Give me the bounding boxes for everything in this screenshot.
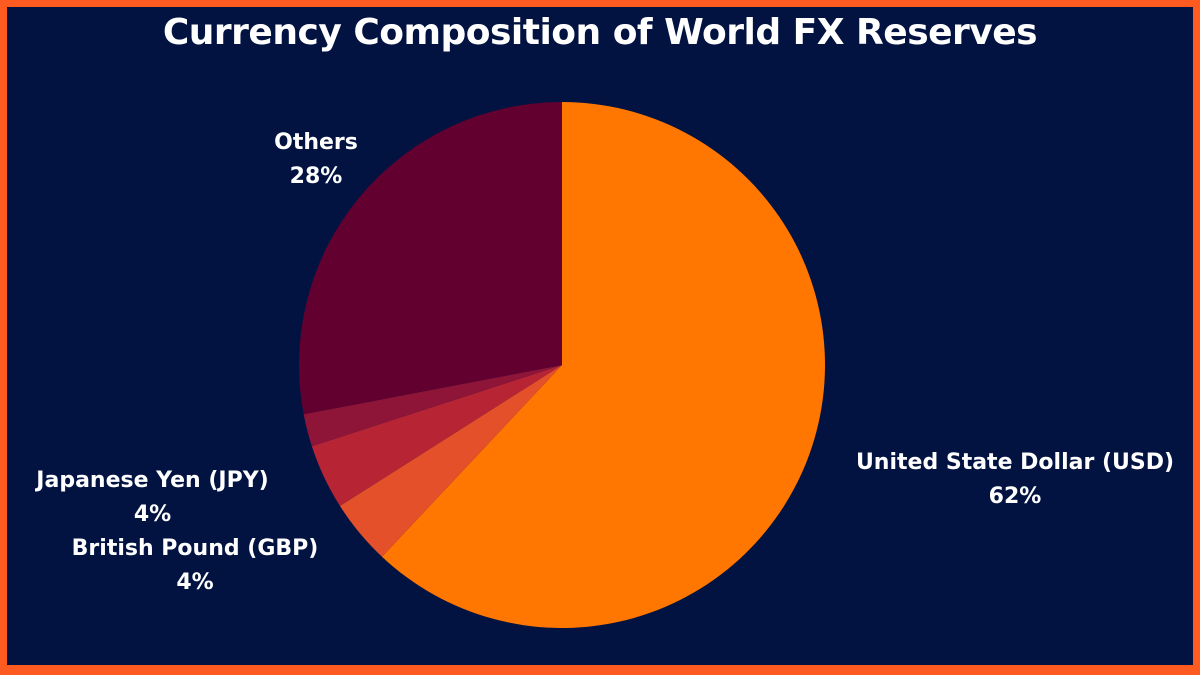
label-jpy-name: Japanese Yen (JPY) xyxy=(36,468,269,493)
label-usd-name: United State Dollar (USD) xyxy=(855,450,1175,475)
pie-slice-others xyxy=(299,102,562,415)
pie-slice-united-state-dollar-usd xyxy=(381,102,825,628)
label-gbp-name: British Pound (GBP) xyxy=(71,536,319,561)
label-gbp: British Pound (GBP) 4% xyxy=(40,532,350,600)
label-others-value: 28% xyxy=(289,164,343,189)
pie-slice-unlabeled xyxy=(303,365,562,447)
label-jpy: Japanese Yen (JPY) 4% xyxy=(0,464,305,532)
pie-slice-british-pound-gbp xyxy=(339,365,562,557)
chart-title: Currency Composition of World FX Reserve… xyxy=(162,12,1038,53)
label-jpy-value: 4% xyxy=(133,502,172,527)
pie-slice-japanese-yen-jpy xyxy=(311,365,562,506)
label-others: Others 28% xyxy=(216,126,416,194)
label-others-name: Others xyxy=(274,130,358,155)
label-usd: United State Dollar (USD) 62% xyxy=(820,446,1200,514)
label-gbp-value: 4% xyxy=(176,570,214,595)
label-usd-value: 62% xyxy=(988,484,1042,509)
